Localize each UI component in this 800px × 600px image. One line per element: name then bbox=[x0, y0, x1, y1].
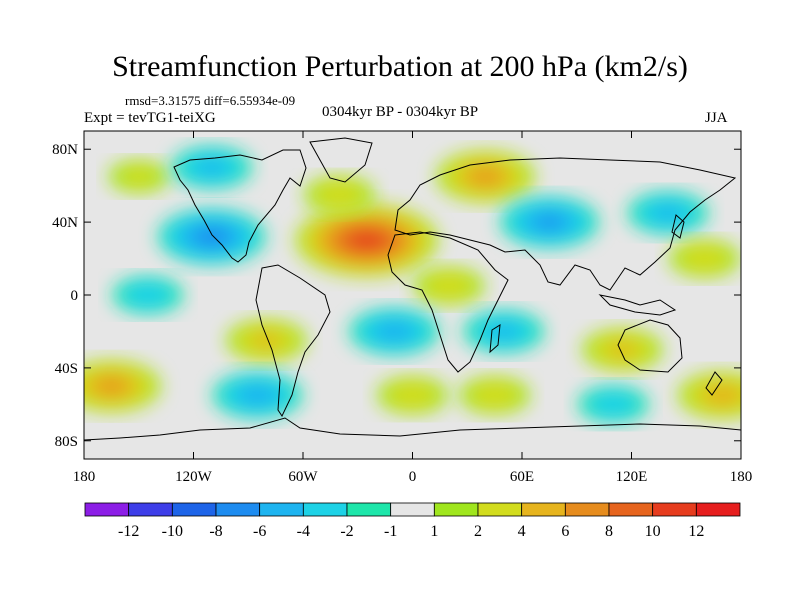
colorbar-swatch bbox=[653, 503, 697, 516]
field-feature bbox=[349, 308, 439, 356]
contour-band bbox=[490, 324, 517, 338]
y-tick-label: 40S bbox=[55, 361, 78, 377]
colorbar-label: 4 bbox=[518, 523, 526, 540]
field-feature bbox=[112, 276, 183, 315]
map-chart: 180 120W 60W 0 60E 120E 18080N40N040S80S -12 -1… bbox=[0, 0, 800, 600]
colorbar-swatch bbox=[172, 503, 216, 516]
y-tick-label: 80N bbox=[52, 142, 78, 158]
field-feature bbox=[108, 160, 169, 193]
colorbar-label: 10 bbox=[645, 523, 661, 540]
contour-band bbox=[374, 321, 415, 343]
colorbar-label: -6 bbox=[253, 523, 266, 540]
colorbar-swatch bbox=[478, 503, 522, 516]
contour-band bbox=[655, 206, 682, 220]
y-tick-label: 0 bbox=[71, 288, 79, 304]
colorbar-label: -2 bbox=[340, 523, 353, 540]
field-feature bbox=[171, 146, 252, 189]
x-tick-label: 120E bbox=[616, 469, 648, 485]
contour-band bbox=[702, 384, 743, 406]
colorbar-swatch bbox=[609, 503, 653, 516]
colorbar: -12 -10 -8 -6 -4 -2 -1 1 2 4 6 8 10 12 bbox=[85, 503, 740, 540]
field-feature bbox=[669, 239, 740, 278]
contour-band bbox=[100, 380, 123, 392]
colorbar-label: -1 bbox=[384, 523, 397, 540]
colorbar-label: -8 bbox=[209, 523, 222, 540]
x-tick-label: 60E bbox=[510, 469, 534, 485]
field-feature bbox=[158, 209, 266, 265]
field-feature bbox=[463, 310, 544, 353]
field-feature bbox=[296, 204, 438, 277]
contour-band bbox=[424, 272, 475, 300]
field-feature bbox=[304, 176, 375, 215]
contour-band bbox=[194, 227, 230, 246]
field-feature bbox=[413, 267, 484, 306]
contour-band bbox=[198, 160, 225, 174]
contour-band bbox=[123, 281, 174, 309]
colorbar-swatch bbox=[565, 503, 609, 516]
x-tick-label: 60W bbox=[288, 469, 318, 485]
colorbar-label: 2 bbox=[474, 523, 482, 540]
colorbar-swatch bbox=[216, 503, 260, 516]
colorbar-label: 6 bbox=[561, 523, 569, 540]
colorbar-swatch bbox=[129, 503, 173, 516]
contour-band bbox=[237, 384, 278, 406]
contour-band bbox=[121, 167, 157, 187]
field-feature bbox=[212, 371, 302, 419]
colorbar-label: 8 bbox=[605, 523, 613, 540]
colorbar-swatch bbox=[522, 503, 566, 516]
field-feature bbox=[578, 385, 649, 424]
colorbar-label: 12 bbox=[688, 523, 704, 540]
contour-band bbox=[387, 381, 438, 409]
colorbar-swatch bbox=[391, 503, 435, 516]
colorbar-swatch bbox=[434, 503, 478, 516]
colorbar-swatch bbox=[696, 503, 740, 516]
contour-band bbox=[679, 245, 730, 273]
x-tick-label: 180 bbox=[73, 469, 96, 485]
colorbar-swatch bbox=[303, 503, 347, 516]
contour-band bbox=[314, 181, 365, 209]
colorbar-swatch bbox=[85, 503, 129, 516]
y-tick-label: 80S bbox=[55, 434, 78, 450]
field-feature bbox=[226, 319, 307, 362]
contour-band bbox=[351, 232, 382, 248]
colorbar-swatch bbox=[260, 503, 304, 516]
colorbar-label: -4 bbox=[297, 523, 310, 540]
contour-band bbox=[474, 171, 497, 183]
colorbar-label: -12 bbox=[118, 523, 139, 540]
colorbar-label: -10 bbox=[162, 523, 183, 540]
x-tick-label: 180 bbox=[730, 469, 753, 485]
field-feature bbox=[678, 371, 768, 419]
y-tick-label: 40N bbox=[52, 215, 78, 231]
contour-band bbox=[469, 381, 520, 409]
contour-band bbox=[588, 391, 639, 419]
field-feature bbox=[436, 151, 535, 203]
field-feature bbox=[459, 376, 530, 415]
x-tick-label: 120W bbox=[175, 469, 213, 485]
colorbar-label: 1 bbox=[430, 523, 438, 540]
field-feature bbox=[377, 376, 448, 415]
x-tick-label: 0 bbox=[409, 469, 417, 485]
colorbar-swatch bbox=[347, 503, 391, 516]
field-feature bbox=[628, 191, 709, 234]
field-feature bbox=[500, 196, 599, 248]
contour-band bbox=[538, 216, 561, 228]
